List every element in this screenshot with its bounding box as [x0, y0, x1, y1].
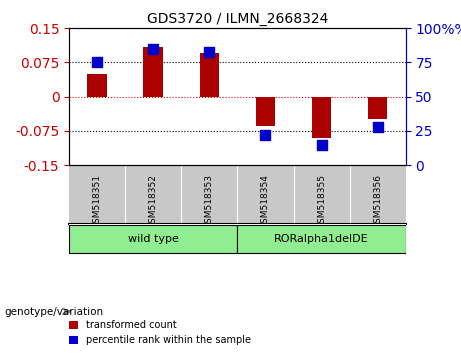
Point	[94, 60, 101, 65]
Point	[374, 124, 381, 130]
Point	[149, 46, 157, 52]
Point	[206, 49, 213, 55]
Legend: transformed count, percentile rank within the sample: transformed count, percentile rank withi…	[65, 316, 255, 349]
FancyBboxPatch shape	[237, 225, 406, 253]
Text: genotype/variation: genotype/variation	[5, 307, 104, 316]
Bar	[88, 74, 107, 97]
Bar	[368, 97, 387, 119]
Bar	[200, 53, 219, 97]
Bar	[312, 97, 331, 138]
Text: wild type: wild type	[128, 234, 179, 244]
Point	[262, 132, 269, 138]
Point	[318, 142, 325, 147]
Bar	[256, 97, 275, 126]
Title: GDS3720 / ILMN_2668324: GDS3720 / ILMN_2668324	[147, 12, 328, 26]
Bar	[143, 46, 163, 97]
Text: GSM518354: GSM518354	[261, 174, 270, 229]
FancyBboxPatch shape	[69, 225, 237, 253]
Text: GSM518351: GSM518351	[93, 174, 102, 229]
Text: GSM518353: GSM518353	[205, 174, 214, 229]
Text: GSM518356: GSM518356	[373, 174, 382, 229]
Text: RORalpha1delDE: RORalpha1delDE	[274, 234, 369, 244]
Text: GSM518355: GSM518355	[317, 174, 326, 229]
Text: GSM518352: GSM518352	[149, 174, 158, 229]
